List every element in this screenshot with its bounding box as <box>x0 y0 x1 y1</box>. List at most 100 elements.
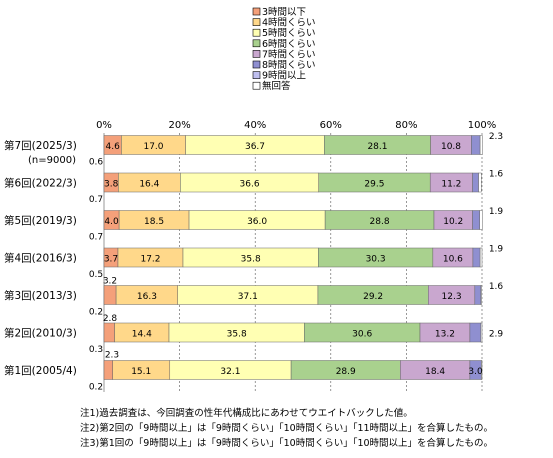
bar-segment-無回答 <box>479 210 483 230</box>
legend-swatch-8時間くらい <box>252 60 261 69</box>
bar-segment-8時間くらい <box>472 172 479 193</box>
data-labels: 4.6 17.0 36.7 28.1 10.8 2.3 0.6 3.8 16.4 36.6 29.5… <box>89 132 504 393</box>
category-label: 第4回(2016/3) <box>4 252 77 265</box>
bar-segment-3時間以下 <box>103 322 115 343</box>
bar-segment-無回答 <box>478 172 482 193</box>
data-label-6時間くらい: 28.9 <box>336 367 356 377</box>
data-label-無回答: 0.5 <box>89 270 103 280</box>
data-label-4時間くらい: 17.0 <box>143 142 163 152</box>
data-label-5時間くらい: 36.7 <box>245 142 265 152</box>
data-label-8時間くらい: 1.6 <box>489 282 504 292</box>
bar-segment-8時間くらい <box>469 322 482 343</box>
data-label-4時間くらい: 15.1 <box>131 367 151 377</box>
x-tick-label: 0% <box>96 120 112 131</box>
data-label-7時間くらい: 10.2 <box>443 217 463 227</box>
legend-label-無回答: 無回答 <box>262 80 291 92</box>
data-label-5時間くらい: 36.6 <box>240 180 260 190</box>
data-label-無回答: 0.3 <box>89 345 103 355</box>
data-label-5時間くらい: 36.0 <box>247 217 267 227</box>
x-tick-label: 20% <box>168 120 190 131</box>
legend-swatch-無回答 <box>252 81 261 90</box>
data-label-無回答: 0.6 <box>89 158 104 168</box>
footnote-2: 注2)第2回の「9時間以上」は「9時間くらい」「10時間くらい」「11時間以上」… <box>80 423 494 434</box>
legend-swatch-4時間くらい <box>252 18 261 26</box>
data-label-6時間くらい: 28.1 <box>367 142 387 152</box>
bar-segment-8時間くらい <box>472 210 480 230</box>
legend-label-9時間以上: 9時間以上 <box>262 71 307 82</box>
category-label: 第5回(2019/3) <box>4 214 77 227</box>
data-label-8時間くらい: 2.9 <box>489 330 504 340</box>
data-label-6時間くらい: 29.2 <box>363 292 383 302</box>
data-label-4時間くらい: 17.2 <box>140 255 160 265</box>
data-label-無回答: 0.7 <box>89 233 103 243</box>
legend-label-4時間くらい: 4時間くらい <box>262 18 316 29</box>
data-label-5時間くらい: 35.8 <box>241 255 261 265</box>
data-label-7時間くらい: 10.6 <box>443 255 463 265</box>
data-label-7時間くらい: 13.2 <box>435 330 455 340</box>
data-label-7時間くらい: 12.3 <box>442 292 462 302</box>
category-label: 第2回(2010/3) <box>4 327 77 340</box>
legend-label-6時間くらい: 6時間くらい <box>262 39 316 50</box>
bar-segment-無回答 <box>479 247 483 268</box>
data-label-8時間くらい: 1.6 <box>489 170 504 180</box>
x-tick-label: 80% <box>395 120 417 131</box>
category-label: 第6回(2022/3) <box>4 177 77 190</box>
legend-swatch-7時間くらい <box>252 50 261 58</box>
legend-swatch-5時間くらい <box>252 28 261 37</box>
data-label-5時間くらい: 32.1 <box>220 367 240 377</box>
x-tick-label: 40% <box>244 120 266 131</box>
x-tick-label: 60% <box>320 120 342 131</box>
category-label: 第7回(2025/3) <box>4 139 77 152</box>
data-label-7時間くらい: 10.8 <box>441 142 461 152</box>
legend-label-5時間くらい: 5時間くらい <box>262 28 316 39</box>
data-label-3時間以下: 2.3 <box>105 351 119 361</box>
x-tick-label: 100% <box>468 120 497 131</box>
category-label: 第3回(2013/3) <box>4 289 77 302</box>
data-label-8時間くらい: 2.3 <box>489 132 503 142</box>
legend-swatch-9時間以上 <box>252 71 261 79</box>
footnote-1: 注1)過去調査は、今回調査の性年代構成比にあわせてウエイトバックした値。 <box>80 408 413 419</box>
bar-segment-8時間くらい <box>472 247 481 268</box>
data-label-6時間くらい: 29.5 <box>364 180 384 190</box>
data-label-5時間くらい: 35.8 <box>227 330 247 340</box>
data-label-無回答: 0.7 <box>89 195 103 205</box>
data-label-3時間以下: 3.8 <box>104 180 119 190</box>
data-label-3時間以下: 3.2 <box>103 277 117 287</box>
data-label-8時間くらい: 1.9 <box>489 245 504 255</box>
legend: 3時間以下4時間くらい5時間くらい6時間くらい7時間くらい8時間くらい9時間以上… <box>252 7 316 92</box>
footnotes: 注1)過去調査は、今回調査の性年代構成比にあわせてウエイトバックした値。 注2)… <box>80 406 493 451</box>
bar-segment-8時間くらい <box>471 135 481 155</box>
data-label-6時間くらい: 30.3 <box>366 255 386 265</box>
data-label-4時間くらい: 14.4 <box>132 330 152 340</box>
data-label-3時間以下: 4.0 <box>104 217 119 227</box>
x-axis-ticks: 0% 20% 40% 60% 80% 100% <box>96 120 496 131</box>
legend-label-3時間以下: 3時間以下 <box>262 7 306 18</box>
data-label-7時間くらい: 11.2 <box>441 180 461 190</box>
legend-label-7時間くらい: 7時間くらい <box>262 49 316 60</box>
data-label-5時間くらい: 37.1 <box>238 292 258 302</box>
data-label-4時間くらい: 18.5 <box>144 217 164 227</box>
data-label-4時間くらい: 16.4 <box>139 180 159 190</box>
data-label-無回答: 0.2 <box>89 383 103 393</box>
bar-segment-8時間くらい <box>474 285 482 305</box>
data-label-無回答: 0.2 <box>89 308 103 318</box>
data-label-6時間くらい: 28.8 <box>370 217 390 227</box>
data-label-3時間以下: 4.6 <box>106 142 121 152</box>
legend-label-8時間くらい: 8時間くらい <box>262 60 316 71</box>
data-label-7時間くらい: 18.4 <box>425 367 445 377</box>
data-label-4時間くらい: 16.3 <box>137 292 157 302</box>
data-label-8時間くらい: 3.0 <box>468 367 483 377</box>
legend-swatch-3時間以下 <box>252 7 261 16</box>
bar-segment-無回答 <box>480 285 482 305</box>
bar-segment-無回答 <box>480 322 483 343</box>
legend-swatch-6時間くらい <box>252 39 261 48</box>
bars <box>103 135 483 380</box>
data-label-3時間以下: 2.8 <box>103 314 118 324</box>
category-label: 第1回(2005/4) <box>4 364 77 377</box>
category-sublabel: (n=9000) <box>28 155 76 166</box>
footnote-3: 注3)第1回の「9時間以上」は「9時間くらい」「10時間くらい」「10時間以上」… <box>80 438 494 449</box>
data-label-6時間くらい: 30.6 <box>352 330 372 340</box>
bar-segment-無回答 <box>479 135 483 155</box>
bar-segment-3時間以下 <box>103 360 113 380</box>
